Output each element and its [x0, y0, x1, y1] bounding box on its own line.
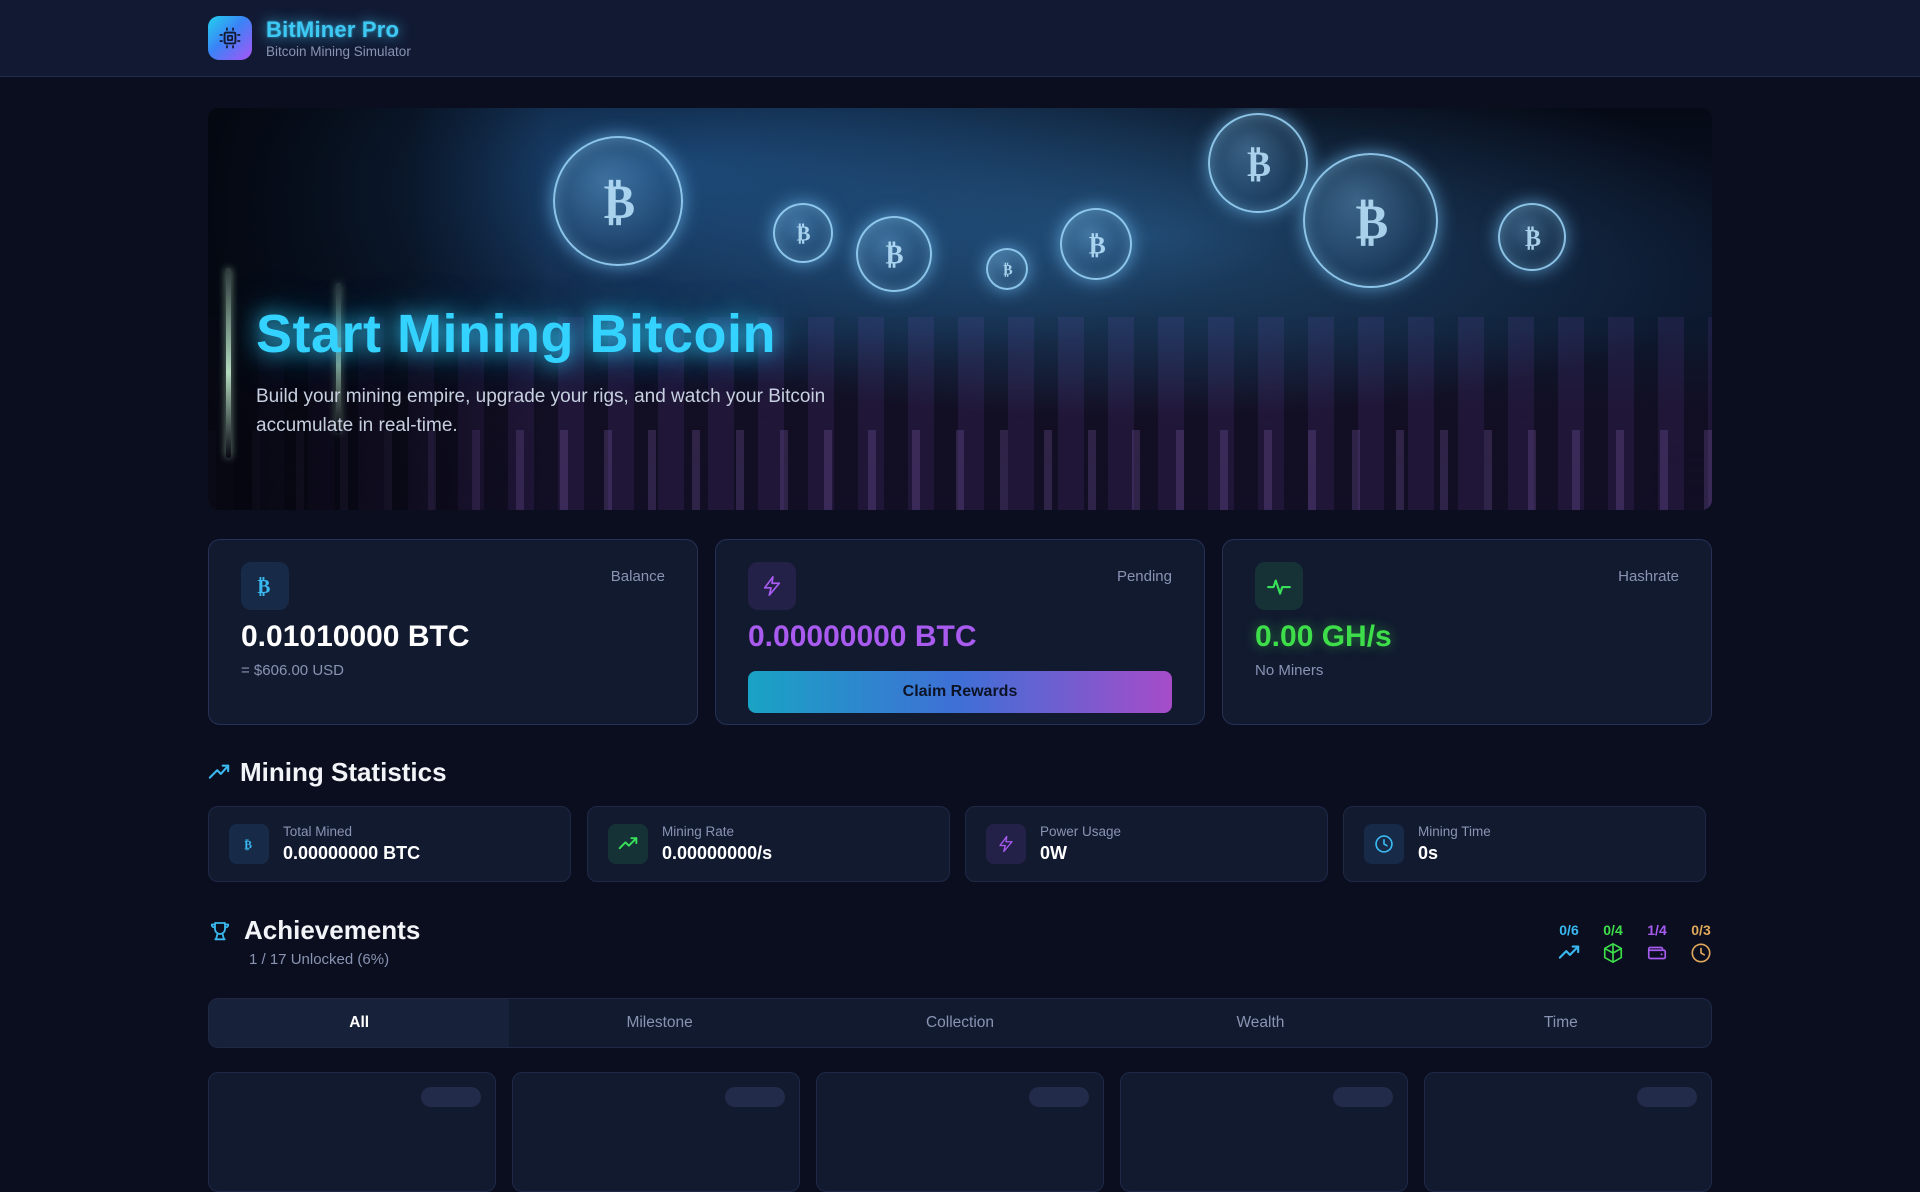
- svg-text:₿: ₿: [257, 577, 270, 598]
- svg-text:₿: ₿: [604, 177, 636, 229]
- svg-text:₿: ₿: [1003, 262, 1013, 278]
- svg-text:₿: ₿: [886, 240, 904, 270]
- svg-text:₿: ₿: [797, 222, 811, 246]
- svg-text:₿: ₿: [1088, 230, 1105, 259]
- svg-text:₿: ₿: [244, 839, 252, 852]
- svg-text:₿: ₿: [1247, 144, 1271, 184]
- svg-text:₿: ₿: [1356, 195, 1389, 250]
- svg-text:₿: ₿: [1525, 226, 1541, 252]
